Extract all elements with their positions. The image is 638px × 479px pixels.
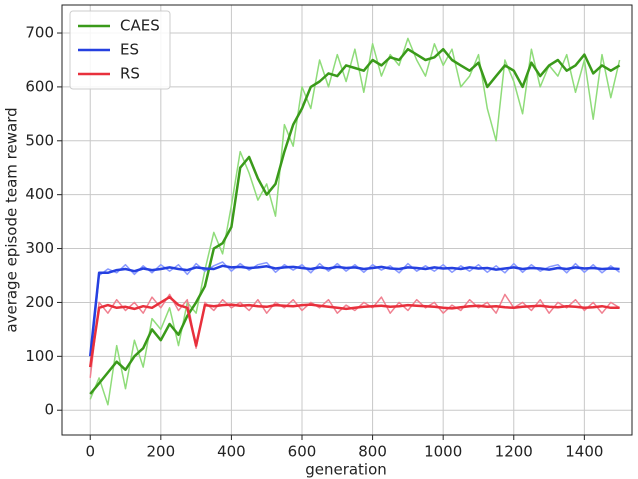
series-line [89,293,620,378]
x-tick-label: 800 [358,443,387,461]
y-tick-label: 0 [44,401,54,419]
x-tick-label: 1000 [424,443,462,461]
series-line [89,37,621,406]
series-line [88,295,620,368]
x-tick-label: 600 [288,443,317,461]
x-tick-label: 400 [217,443,246,461]
legend-box [69,10,171,90]
x-tick-label: 1200 [495,443,533,461]
plot-frame [61,4,633,436]
legend-label: ES [120,41,139,59]
legend-label: CAES [120,17,160,35]
x-axis-label: generation [305,461,387,479]
x-tick-label: 1400 [565,443,603,461]
x-tick-label: 200 [147,443,176,461]
y-tick-label: 100 [25,347,54,365]
y-axis-label: average episode team reward [3,107,21,332]
legend-label: RS [120,65,140,83]
y-tick-label: 400 [25,185,54,203]
series-line [89,47,621,395]
y-tick-label: 300 [25,239,54,257]
x-tick-label: 0 [85,443,95,461]
series-line [89,261,621,368]
y-tick-label: 700 [25,24,54,42]
y-tick-label: 200 [25,293,54,311]
series-line [88,264,620,357]
y-tick-label: 500 [25,131,54,149]
y-tick-label: 600 [25,77,54,95]
